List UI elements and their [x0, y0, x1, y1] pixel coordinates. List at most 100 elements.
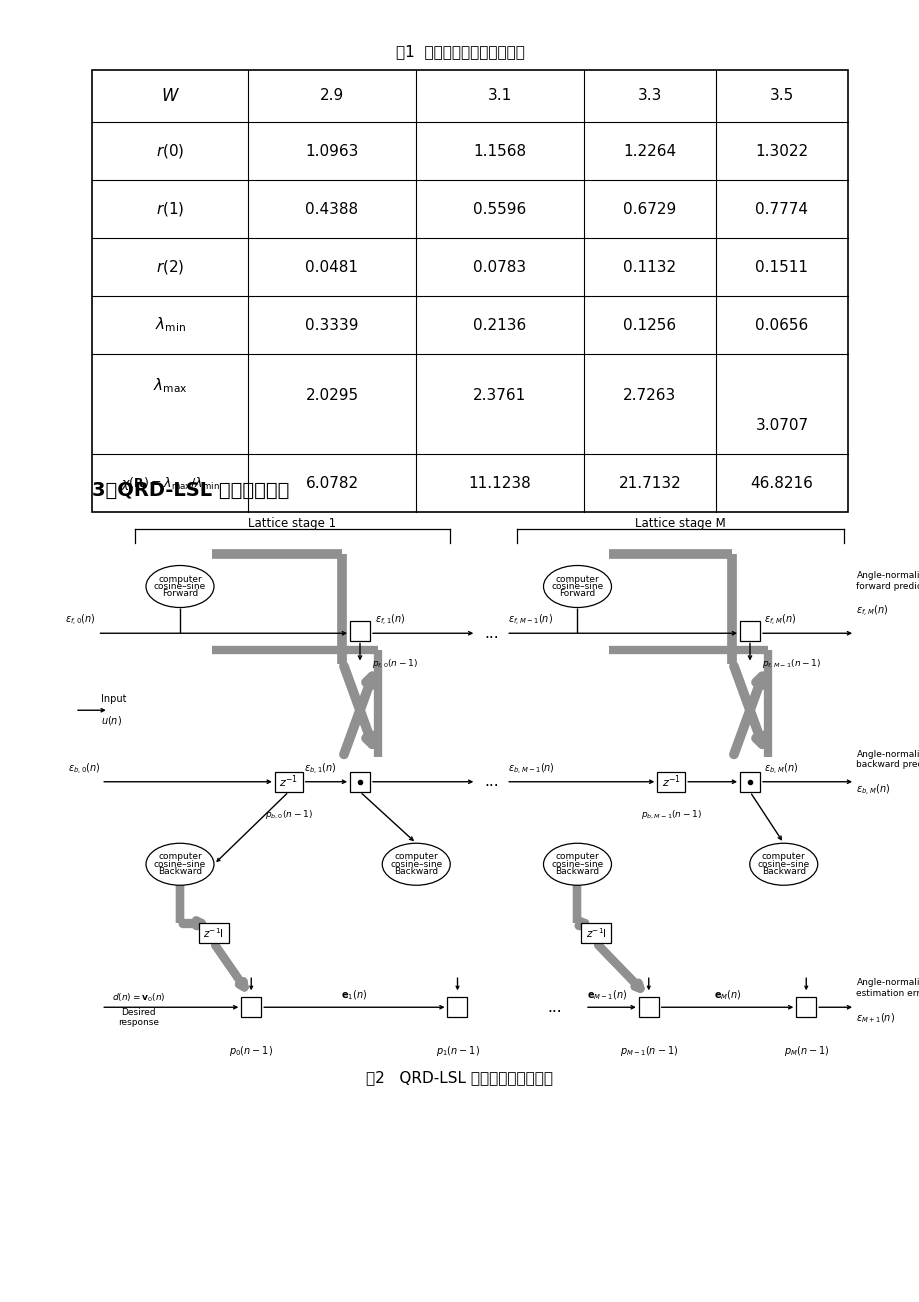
- Text: 0.0656: 0.0656: [754, 318, 808, 332]
- Text: 0.0783: 0.0783: [473, 259, 526, 275]
- Text: computer: computer: [761, 853, 805, 861]
- Text: cosine–sine: cosine–sine: [390, 859, 442, 868]
- Text: 1.2264: 1.2264: [623, 143, 675, 159]
- Text: $\mathbf{e}_M(n)$: $\mathbf{e}_M(n)$: [713, 988, 741, 1003]
- Text: cosine–sine: cosine–sine: [153, 582, 206, 591]
- Text: Backward: Backward: [555, 867, 599, 876]
- Text: Backward: Backward: [761, 867, 805, 876]
- Text: $\varepsilon_{b,M-1}(n)$: $\varepsilon_{b,M-1}(n)$: [507, 762, 554, 777]
- Text: Backward: Backward: [158, 867, 202, 876]
- Bar: [349, 772, 369, 792]
- Text: cosine–sine: cosine–sine: [550, 859, 603, 868]
- Text: 0.7774: 0.7774: [754, 202, 808, 216]
- Text: 2.7263: 2.7263: [623, 388, 675, 404]
- Text: $z^{-1}$I: $z^{-1}$I: [585, 926, 606, 940]
- Text: Angle-normalized
forward prediction error: Angle-normalized forward prediction erro…: [856, 572, 919, 591]
- Text: $\lambda_{\min}$: $\lambda_{\min}$: [154, 315, 186, 335]
- Text: $u(n)$: $u(n)$: [101, 715, 122, 728]
- Text: $r(2)$: $r(2)$: [155, 258, 184, 276]
- Text: Lattice stage 1: Lattice stage 1: [248, 517, 336, 530]
- Text: cosine–sine: cosine–sine: [550, 582, 603, 591]
- Ellipse shape: [749, 844, 817, 885]
- Text: $z^{-1}$: $z^{-1}$: [661, 773, 680, 790]
- Text: computer: computer: [555, 853, 598, 861]
- Ellipse shape: [381, 844, 449, 885]
- Text: 3.1: 3.1: [487, 89, 512, 103]
- Text: 11.1238: 11.1238: [468, 475, 531, 491]
- Text: cosine–sine: cosine–sine: [757, 859, 809, 868]
- Text: $\lambda_{\max}$: $\lambda_{\max}$: [153, 376, 187, 396]
- Text: $\varepsilon_{b,1}(n)$: $\varepsilon_{b,1}(n)$: [303, 762, 336, 777]
- Bar: [638, 997, 658, 1017]
- Text: computer: computer: [555, 574, 598, 583]
- Text: 3.3: 3.3: [637, 89, 662, 103]
- Bar: [795, 997, 815, 1017]
- Text: Lattice stage M: Lattice stage M: [634, 517, 725, 530]
- Text: computer: computer: [158, 574, 201, 583]
- Text: ...: ...: [483, 626, 498, 641]
- Text: ...: ...: [483, 775, 498, 789]
- Bar: [447, 997, 467, 1017]
- Text: Input: Input: [101, 694, 127, 704]
- Text: 0.1132: 0.1132: [623, 259, 675, 275]
- Text: $\varepsilon_{f,M-1}(n)$: $\varepsilon_{f,M-1}(n)$: [507, 613, 552, 629]
- Text: 图2   QRD-LSL 滤波器算法信号流图: 图2 QRD-LSL 滤波器算法信号流图: [366, 1070, 553, 1086]
- Text: 0.2136: 0.2136: [473, 318, 526, 332]
- Text: Desired
response: Desired response: [119, 1008, 159, 1027]
- Text: $\varepsilon_{M+1}(n)$: $\varepsilon_{M+1}(n)$: [856, 1012, 894, 1025]
- Bar: [349, 621, 369, 641]
- Text: $r(0)$: $r(0)$: [155, 142, 184, 160]
- Text: Forward: Forward: [559, 590, 595, 599]
- Bar: [92, 70, 847, 512]
- Text: Angle-normalized
backward prediction error: Angle-normalized backward prediction err…: [856, 750, 919, 769]
- Text: computer: computer: [158, 853, 201, 861]
- Text: 0.6729: 0.6729: [623, 202, 675, 216]
- Text: 0.1256: 0.1256: [623, 318, 675, 332]
- Text: 2.0295: 2.0295: [305, 388, 358, 404]
- Text: $\varepsilon_{b,M}(n)$: $\varepsilon_{b,M}(n)$: [763, 762, 798, 777]
- Text: $\mathbf{e}_1(n)$: $\mathbf{e}_1(n)$: [341, 988, 367, 1003]
- Ellipse shape: [146, 844, 214, 885]
- Ellipse shape: [543, 565, 611, 608]
- Bar: [581, 923, 610, 943]
- Bar: [656, 772, 685, 792]
- Bar: [739, 772, 759, 792]
- Text: computer: computer: [394, 853, 437, 861]
- Text: 21.7132: 21.7132: [618, 475, 681, 491]
- Text: 2.3761: 2.3761: [473, 388, 526, 404]
- Bar: [275, 772, 302, 792]
- Text: 3.5: 3.5: [769, 89, 793, 103]
- Text: $\chi(\mathbf{R})=\lambda_{\max}/\lambda_{\min}$: $\chi(\mathbf{R})=\lambda_{\max}/\lambda…: [120, 474, 219, 491]
- Text: $p_{b,M-1}(n-1)$: $p_{b,M-1}(n-1)$: [640, 809, 701, 822]
- Text: $z^{-1}$I: $z^{-1}$I: [203, 926, 224, 940]
- Text: $\varepsilon_{b,M}(n)$: $\varepsilon_{b,M}(n)$: [856, 783, 890, 798]
- Text: Angle-normalized
estimation error: Angle-normalized estimation error: [856, 978, 919, 997]
- Bar: [739, 621, 759, 641]
- Text: $\varepsilon_{f,M}(n)$: $\varepsilon_{f,M}(n)$: [856, 604, 888, 618]
- Text: $\varepsilon_{f,0}(n)$: $\varepsilon_{f,0}(n)$: [64, 613, 96, 629]
- Text: $r(1)$: $r(1)$: [155, 201, 184, 217]
- Text: 1.3022: 1.3022: [754, 143, 808, 159]
- Text: $\varepsilon_{b,0}(n)$: $\varepsilon_{b,0}(n)$: [67, 762, 100, 777]
- Text: $\mathbf{e}_{M-1}(n)$: $\mathbf{e}_{M-1}(n)$: [586, 988, 627, 1003]
- Text: 0.5596: 0.5596: [473, 202, 526, 216]
- Text: Forward: Forward: [162, 590, 198, 599]
- Text: 0.1511: 0.1511: [754, 259, 808, 275]
- Text: $p_{f,M-1}(n-1)$: $p_{f,M-1}(n-1)$: [761, 658, 821, 671]
- Text: 0.4388: 0.4388: [305, 202, 358, 216]
- Ellipse shape: [146, 565, 214, 608]
- Text: $d(n)=\mathbf{v}_0(n)$: $d(n)=\mathbf{v}_0(n)$: [112, 991, 165, 1004]
- Text: 0.3339: 0.3339: [305, 318, 358, 332]
- Text: $\varepsilon_{f,1}(n)$: $\varepsilon_{f,1}(n)$: [375, 613, 405, 629]
- Bar: [241, 997, 261, 1017]
- Text: $p_M(n-1)$: $p_M(n-1)$: [783, 1044, 828, 1059]
- Text: $p_{M-1}(n-1)$: $p_{M-1}(n-1)$: [619, 1044, 677, 1059]
- Text: Backward: Backward: [393, 867, 437, 876]
- Text: $p_{b,0}(n-1)$: $p_{b,0}(n-1)$: [265, 809, 312, 822]
- Text: 2.9: 2.9: [320, 89, 344, 103]
- Text: $\varepsilon_{f,M}(n)$: $\varepsilon_{f,M}(n)$: [763, 613, 796, 629]
- Text: 0.0481: 0.0481: [305, 259, 358, 275]
- Text: $W$: $W$: [160, 87, 179, 105]
- Text: $p_0(n-1)$: $p_0(n-1)$: [229, 1044, 273, 1059]
- Text: 表1  自适应均衡实验参数小结: 表1 自适应均衡实验参数小结: [395, 44, 524, 60]
